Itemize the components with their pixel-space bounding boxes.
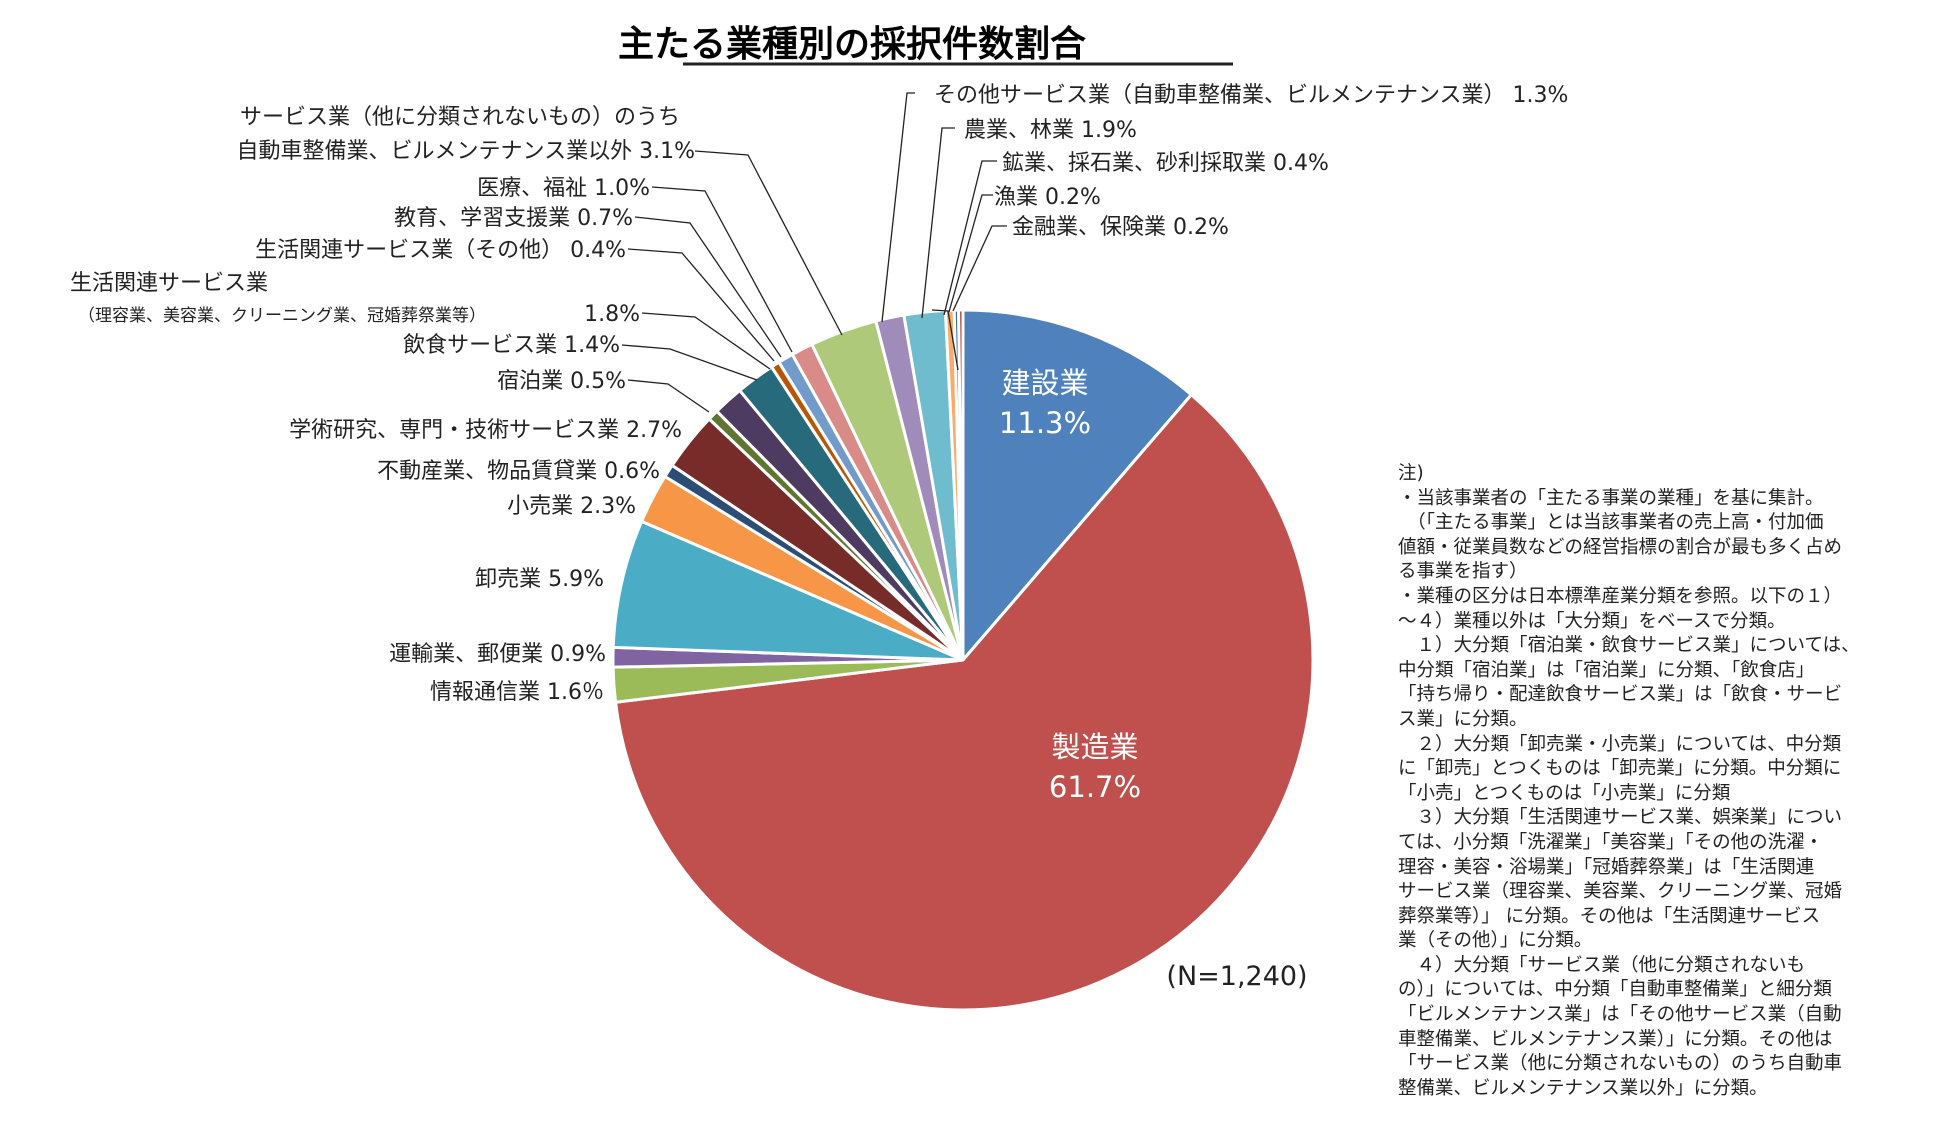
note-line: １）大分類「宿泊業・飲食サービス業」については、 [1398, 635, 1860, 657]
pie-slice-1 [613, 392, 1315, 1012]
note-line: 値額・従業員数などの経営指標の割合が最も多く占め [1398, 536, 1843, 558]
note-line: ・業種の区分は日本標準産業分類を参照。以下の１） [1398, 585, 1843, 607]
note-line: 「小売」とつくものは「小売業」に分類 [1398, 782, 1731, 804]
leader-kinyu [952, 225, 1007, 312]
sample-size-note: (N=1,240) [1166, 961, 1307, 992]
label-kouri: 小売業 2.3% [507, 494, 636, 519]
label-service-line2: 自動車整備業、ビルメンテナンス業以外 3.1% [237, 139, 695, 164]
label-sonota: その他サービス業（自動車整備業、ビルメンテナンス業） 1.3% [934, 83, 1568, 108]
note-line: る事業を指す） [1398, 561, 1528, 583]
note-line: ３）大分類「生活関連サービス業、娯楽業」につい [1398, 807, 1843, 829]
leader-shukuhaku [627, 379, 710, 413]
label-inshoku: 飲食サービス業 1.4% [403, 333, 620, 358]
leader-inshoku [621, 344, 758, 381]
label-oroshi: 卸売業 5.9% [475, 567, 604, 592]
leader-gyogyo [948, 194, 993, 313]
inside-label-kensetsu-name: 建設業 [1001, 366, 1088, 400]
leader-nogyo [921, 127, 955, 319]
pie-slice-4 [611, 519, 964, 662]
leader-lines [621, 92, 1007, 413]
label-service-line1: サービス業（他に分類されないもの）のうち [240, 105, 680, 130]
label-seikatsu1-line1: 生活関連サービス業 [70, 271, 268, 296]
label-kinyu: 金融業、保険業 0.2% [1012, 215, 1229, 240]
note-line: ては、小分類「洗濯業」「美容業」「その他の洗濯・ [1398, 831, 1824, 853]
leader-sonota [881, 92, 915, 323]
inside-label-kensetsu-value: 11.3% [999, 406, 1091, 440]
note-line: サービス業（理容業、美容業、クリーニング業、冠婚 [1398, 881, 1843, 903]
label-fudosan: 不動産業、物品賃貸業 0.6% [377, 459, 660, 484]
leader-kyoiku [634, 216, 782, 358]
leader-seikatsu1 [641, 312, 771, 370]
note-line: ４）大分類「サービス業（他に分類されないも [1398, 954, 1806, 976]
label-seikatsu1-line2: （理容業、美容業、クリーニング業、冠婚葬祭業等） [78, 306, 486, 326]
note-line: 業（その他）」に分類。 [1398, 930, 1593, 952]
note-line: 理容・美容・浴場業」「冠婚葬祭業」は「生活関連 [1398, 856, 1815, 878]
note-line: 葬祭業等）」 に分類。その他は「生活関連サービス [1398, 905, 1821, 927]
chart-title: 主たる業種別の採択件数割合 [618, 24, 1086, 65]
note-line: の）」については、中分類「自動車整備業」と細分類 [1398, 979, 1832, 1001]
label-nogyo: 農業、林業 1.9% [964, 118, 1137, 143]
note-line: 中分類「宿泊業」は「宿泊業」に分類、「飲食店」 [1398, 659, 1815, 681]
note-line: ２）大分類「卸売業・小売業」については、中分類 [1398, 733, 1842, 755]
label-joho: 情報通信業 1.6％ [430, 680, 604, 705]
label-shukuhaku: 宿泊業 0.5% [497, 369, 626, 394]
note-line: 「サービス業（他に分類されないもの）のうち自動車 [1398, 1053, 1843, 1075]
leader-service [694, 150, 843, 336]
inside-label-seizo-value: 61.7% [1049, 770, 1141, 804]
note-line: に「卸売」とつくものは「卸売業」に分類。中分類に [1398, 758, 1842, 780]
note-line: ・当該事業者の「主たる事業の業種」を基に集計。 [1398, 487, 1824, 509]
leader-kensetsu [931, 309, 959, 371]
pie-slice-0 [961, 308, 1194, 665]
note-line: 整備業、ビルメンテナンス業以外」に分類。 [1398, 1077, 1768, 1099]
note-line: （「主たる事業」とは当該事業者の売上高・付加価 [1398, 512, 1824, 534]
note-line: 車整備業、ビルメンテナンス業）」に分類。その他は [1398, 1028, 1833, 1050]
label-kogyo: 鉱業、採石業、砂利採取業 0.4% [1002, 151, 1329, 176]
pie-slices [611, 308, 1315, 1012]
leader-iryo [651, 186, 793, 353]
label-unyu: 運輸業、郵便業 0.9% [389, 642, 606, 667]
note-line: ～４）業種以外は「大分類」をベースで分類。 [1398, 610, 1786, 632]
label-kyoiku: 教育、学習支援業 0.7% [394, 206, 633, 231]
label-seikatsu2: 生活関連サービス業（その他） 0.4% [255, 238, 626, 263]
label-seikatsu1-value: 1.8% [584, 302, 640, 327]
note-line: 「持ち帰り・配達飲食サービス業」は「飲食・サービ [1398, 684, 1843, 706]
leader-seikatsu2 [627, 248, 775, 362]
note-line: 注) [1398, 463, 1424, 484]
note-line: ス業」に分類。 [1398, 708, 1528, 730]
pie-slice-19 [957, 308, 965, 661]
notes-panel: 注) ・当該事業者の「主たる事業の業種」を基に集計。 （「主たる事業」とは当該事業… [1398, 462, 1928, 1101]
label-gyogyo: 漁業 0.2% [994, 185, 1101, 210]
inside-label-seizo-name: 製造業 [1051, 730, 1138, 764]
note-line: 「ビルメンテナンス業」は「その他サービス業（自動 [1398, 1004, 1842, 1026]
leader-kogyo [943, 160, 997, 316]
label-gakujutsu: 学術研究、専門・技術サービス業 2.7% [289, 418, 682, 443]
label-iryo: 医療、福祉 1.0% [477, 176, 650, 201]
